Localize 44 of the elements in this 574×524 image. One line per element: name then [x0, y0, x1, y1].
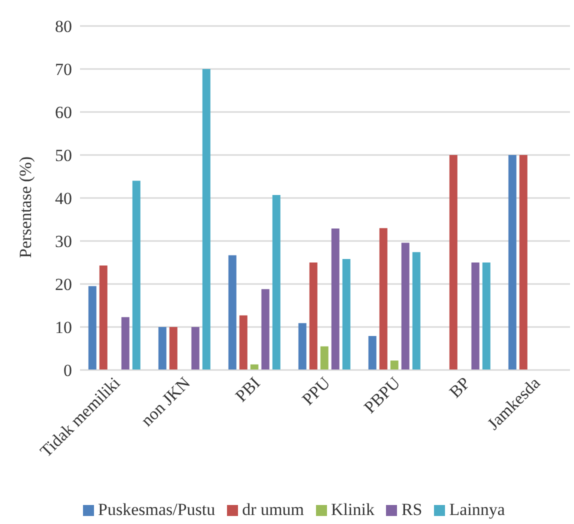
bar [379, 228, 388, 370]
bar [272, 194, 280, 370]
bar [298, 323, 306, 370]
legend-label: Puskesmas/Pustu [98, 500, 216, 520]
y-axis-title: Persentase (%) [16, 156, 36, 258]
legend-label: Lainnya [449, 500, 505, 520]
bar [320, 346, 328, 370]
legend-label: RS [401, 500, 422, 520]
bar [449, 155, 458, 370]
y-tick-label: 40 [55, 189, 72, 208]
y-tick-label: 50 [55, 146, 72, 166]
legend-label: Klinik [331, 500, 374, 520]
bar [99, 266, 108, 370]
x-tick-label: BP [446, 373, 474, 402]
bar [401, 242, 410, 370]
bar [132, 180, 140, 370]
y-tick-label: 20 [55, 275, 72, 294]
x-tick-label: PBI [232, 373, 264, 406]
bar [342, 259, 350, 370]
bar [158, 327, 166, 370]
bar [191, 327, 200, 370]
bar [471, 262, 480, 370]
y-tick-label: 30 [55, 232, 72, 252]
bar [508, 155, 516, 370]
bar [519, 155, 528, 370]
bar [121, 317, 130, 370]
bar [309, 262, 318, 370]
bar [228, 255, 236, 370]
bar [261, 289, 270, 370]
bar [390, 360, 398, 370]
bar [368, 336, 376, 370]
bar [482, 262, 490, 370]
bar [169, 327, 178, 370]
bar [239, 315, 248, 370]
bar [412, 252, 420, 370]
bar [202, 69, 210, 370]
y-tick-label: 60 [55, 103, 72, 122]
y-tick-label: 10 [55, 318, 72, 338]
bar [88, 286, 96, 370]
y-tick-label: 0 [64, 361, 72, 380]
y-tick-label: 80 [55, 17, 72, 36]
bar [331, 228, 340, 370]
legend-label: dr umum [242, 500, 304, 520]
y-tick-label: 70 [55, 60, 72, 80]
